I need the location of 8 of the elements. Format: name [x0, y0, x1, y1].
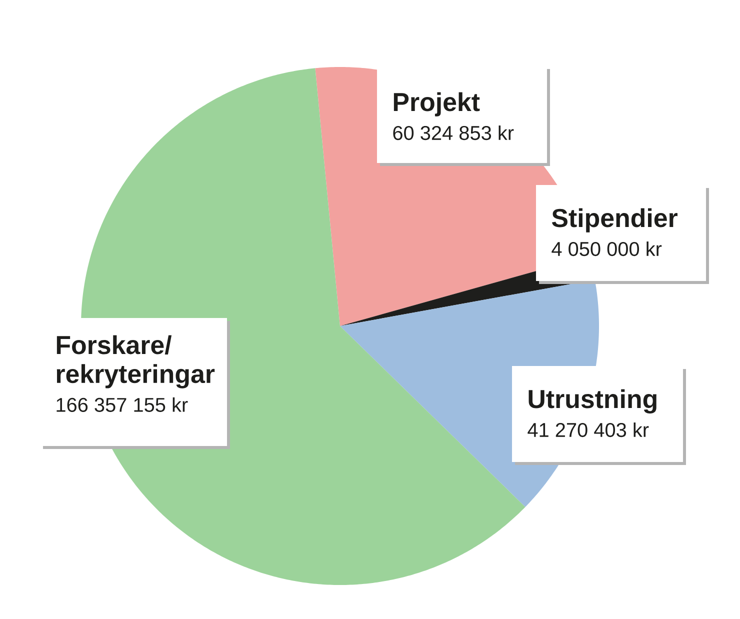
slice-label: Forskare/rekryteringar — [56, 335, 215, 388]
data-label: 4 050 000 kr — [552, 241, 662, 256]
data-label: 166 357 155 kr — [56, 397, 188, 412]
data-label: 60 324 853 kr — [393, 125, 514, 140]
data-label: 41 270 403 kr — [528, 422, 649, 438]
slice-label: Projekt — [394, 92, 480, 116]
slice-label: Utrustning — [528, 389, 656, 414]
slice-label: Stipendier — [552, 208, 678, 232]
